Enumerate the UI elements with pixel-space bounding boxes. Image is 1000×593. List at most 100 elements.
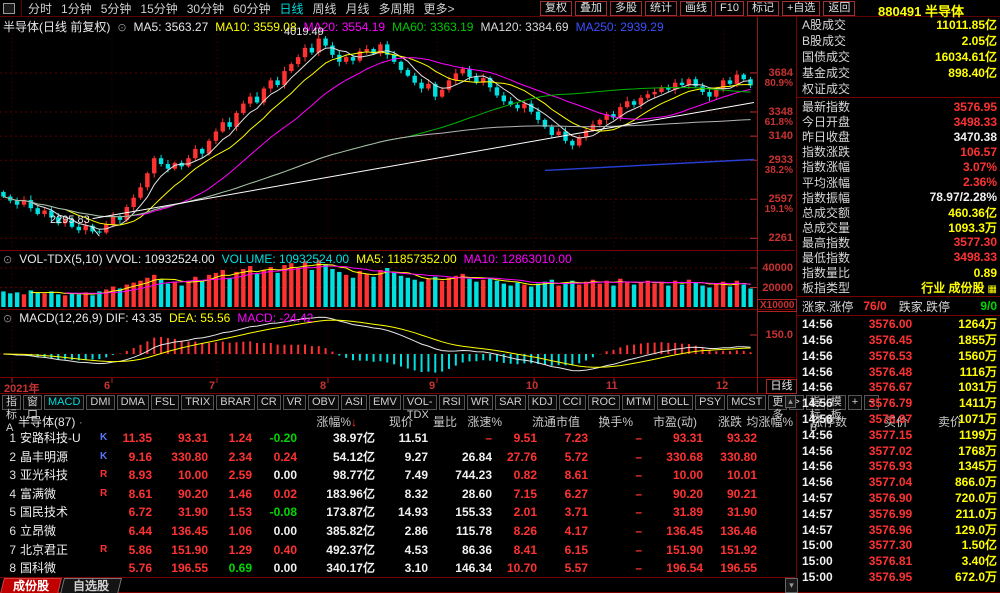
period-60分钟[interactable]: 60分钟 <box>233 1 271 16</box>
column-header-换手%[interactable]: 换手% <box>598 415 633 429</box>
down-count-label: 跌家.跌停 <box>898 299 951 314</box>
indicator-tab-VOL-TDX[interactable]: VOL-TDX <box>402 395 437 421</box>
indicator-tab-+[interactable]: + <box>847 395 863 410</box>
indicator-tab-PSY[interactable]: PSY <box>695 395 726 410</box>
cell: 151.90 <box>666 542 703 557</box>
indicator-tab-指标B[interactable]: 指标B <box>805 395 825 434</box>
period-1分钟[interactable]: 1分钟 <box>61 1 92 16</box>
column-header-涨幅%[interactable]: 涨幅%↓ <box>316 415 357 429</box>
volume-axis-label: 40000 <box>762 262 793 274</box>
indicator-tab-模 板[interactable]: 模 板 <box>826 395 846 421</box>
column-header-市盈(动)[interactable]: 市盈(动) <box>653 415 697 429</box>
indicator-tab-指标A[interactable]: 指标A <box>2 395 21 434</box>
period-日线[interactable]: 日线 <box>279 1 304 16</box>
indicator-tab-ROC[interactable]: ROC <box>587 395 620 410</box>
table-row[interactable]: 6 立昂微 6.44 136.45 1.06 0.00 385.82亿 2.86 115.78 8… <box>0 522 795 541</box>
window-icon[interactable] <box>3 2 15 14</box>
indicator-tab-DMA[interactable]: DMA <box>116 395 150 410</box>
column-header-流通市值[interactable]: 流通市值 <box>531 415 580 429</box>
period-更多>[interactable]: 更多> <box>423 1 455 16</box>
indicator-tab-BOLL[interactable]: BOLL <box>657 395 694 410</box>
indicator-tab-MTM[interactable]: MTM <box>621 395 656 410</box>
period-月线[interactable]: 月线 <box>345 1 370 16</box>
tick-volume: 1264万 <box>958 317 997 332</box>
price-level-label: 3684 <box>768 66 793 79</box>
table-row[interactable]: 7 北京君正 R 5.86 151.90 1.29 0.40 492.37亿 4.53 86.36… <box>0 541 795 560</box>
table-row[interactable]: 3 亚光科技 R 8.93 10.00 2.59 0.00 98.77亿 7.49 744.23 0… <box>0 466 795 485</box>
cell: 0.00 <box>273 561 297 576</box>
indicator-tab-MACD[interactable]: MACD <box>44 395 85 410</box>
indicator-tab-RSI[interactable]: RSI <box>438 395 465 410</box>
indicator-tab-VR[interactable]: VR <box>282 395 306 410</box>
indicator-tab-CCI[interactable]: CCI <box>558 395 586 410</box>
cell: 330.68 <box>666 449 703 464</box>
grid-icon[interactable]: ▦ <box>987 284 997 296</box>
action-统计[interactable]: 统计 <box>645 1 677 16</box>
action-标记[interactable]: 标记 <box>746 1 779 16</box>
indicator-tab-DMI[interactable]: DMI <box>86 395 115 410</box>
action-返回[interactable]: 返回 <box>823 1 856 16</box>
indicator-tab-更多[interactable]: 更多 <box>768 395 788 421</box>
cell: 151.92 <box>720 542 757 557</box>
action-+自选[interactable]: +自选 <box>781 1 821 16</box>
period-周线[interactable]: 周线 <box>312 1 337 16</box>
panel-row: 总成交额 460.36亿 <box>797 205 1000 220</box>
row-seq: 3 <box>9 468 16 483</box>
column-header-买价[interactable]: 买价 <box>883 415 908 429</box>
indicator-tab-KDJ[interactable]: KDJ <box>527 395 557 410</box>
scrollbar-up-arrow[interactable]: ▴ <box>785 395 796 408</box>
table-row[interactable]: 4 富满微 R 8.61 90.20 1.46 0.02 183.96亿 8.32 28.60 7.… <box>0 485 795 504</box>
price-level-label: 3140 <box>768 130 793 143</box>
table-row[interactable]: 5 国民技术 6.72 31.90 1.53 -0.08 173.87亿 14.93 155.3… <box>0 503 795 522</box>
action-叠加[interactable]: 叠加 <box>575 1 607 16</box>
column-header-涨停数[interactable]: 涨停数 <box>810 415 847 429</box>
period-30分钟[interactable]: 30分钟 <box>186 1 225 16</box>
period-分时[interactable]: 分时 <box>28 1 53 16</box>
column-header-均涨幅%[interactable]: 均涨幅% <box>746 415 793 429</box>
column-header-涨速%[interactable]: 涨速% <box>467 415 502 429</box>
cell: 10.70 <box>506 561 537 576</box>
period-box[interactable]: 日线 <box>766 379 797 394</box>
period-15分钟[interactable]: 15分钟 <box>140 1 178 16</box>
indicator-tab-OBV[interactable]: OBV <box>308 395 340 410</box>
indicator-tab-CR[interactable]: CR <box>256 395 281 410</box>
eye-icon[interactable]: ⊙ <box>3 313 13 325</box>
indicator-tab-−[interactable]: − <box>864 395 879 410</box>
period-5分钟[interactable]: 5分钟 <box>100 1 132 16</box>
panel-value: 11011.85亿 <box>936 18 997 33</box>
column-header-涨跌[interactable]: 涨跌 <box>717 415 742 429</box>
indicator-tab-TRIX[interactable]: TRIX <box>181 395 215 410</box>
indicator-tab-SAR[interactable]: SAR <box>495 395 526 410</box>
bottom-tab-自选股[interactable]: 自选股 <box>60 578 123 593</box>
action-多股[interactable]: 多股 <box>610 1 642 16</box>
column-header-现价[interactable]: 现价 <box>388 415 413 429</box>
action-F10[interactable]: F10 <box>715 1 744 16</box>
bottom-tab-成份股[interactable]: 成份股 <box>0 578 63 593</box>
eye-icon[interactable]: ⊙ <box>117 22 127 34</box>
cell: 196.55 <box>720 561 757 576</box>
column-header-卖价[interactable]: 卖价 <box>937 415 962 429</box>
indicator-tab-MCST[interactable]: MCST <box>727 395 767 410</box>
column-header-量比[interactable]: 量比 <box>432 415 457 429</box>
table-row[interactable]: 2 晶丰明源 K 9.16 330.80 2.34 0.24 54.12亿 9.27 26.84 2… <box>0 448 795 467</box>
action-画线[interactable]: 画线 <box>680 1 712 16</box>
tick-price: 3576.48 <box>868 364 913 379</box>
scrollbar-down-arrow[interactable]: ▾ <box>785 578 798 593</box>
tick-price: 3576.81 <box>868 554 913 569</box>
indicator-tab-ASI[interactable]: ASI <box>341 395 367 410</box>
indicator-tab-FSL[interactable]: FSL <box>151 395 180 410</box>
cell: – <box>635 486 642 501</box>
eye-icon[interactable]: ⊙ <box>3 254 13 266</box>
candlestick-chart[interactable] <box>0 0 795 593</box>
stock-badge: R <box>100 543 108 555</box>
tick-time: 14:56 <box>802 475 833 490</box>
period-多周期[interactable]: 多周期 <box>378 1 415 16</box>
table-row[interactable]: 1 安路科技-U K 11.35 93.31 1.24 -0.20 38.97亿 11.51 – 9… <box>0 429 795 448</box>
table-row[interactable]: 8 国科微 5.76 196.55 0.69 0.00 340.17亿 3.10 146.34 1… <box>0 559 795 578</box>
indicator-tab-EMV[interactable]: EMV <box>368 395 401 410</box>
indicator-tab-窗口[interactable]: 窗口 <box>23 395 42 421</box>
indicator-tab-BRAR[interactable]: BRAR <box>216 395 255 410</box>
indicator-tab-WR[interactable]: WR <box>466 395 494 410</box>
panel-row: 最新指数 3576.95 <box>797 99 1000 115</box>
action-复权[interactable]: 复权 <box>540 1 572 16</box>
